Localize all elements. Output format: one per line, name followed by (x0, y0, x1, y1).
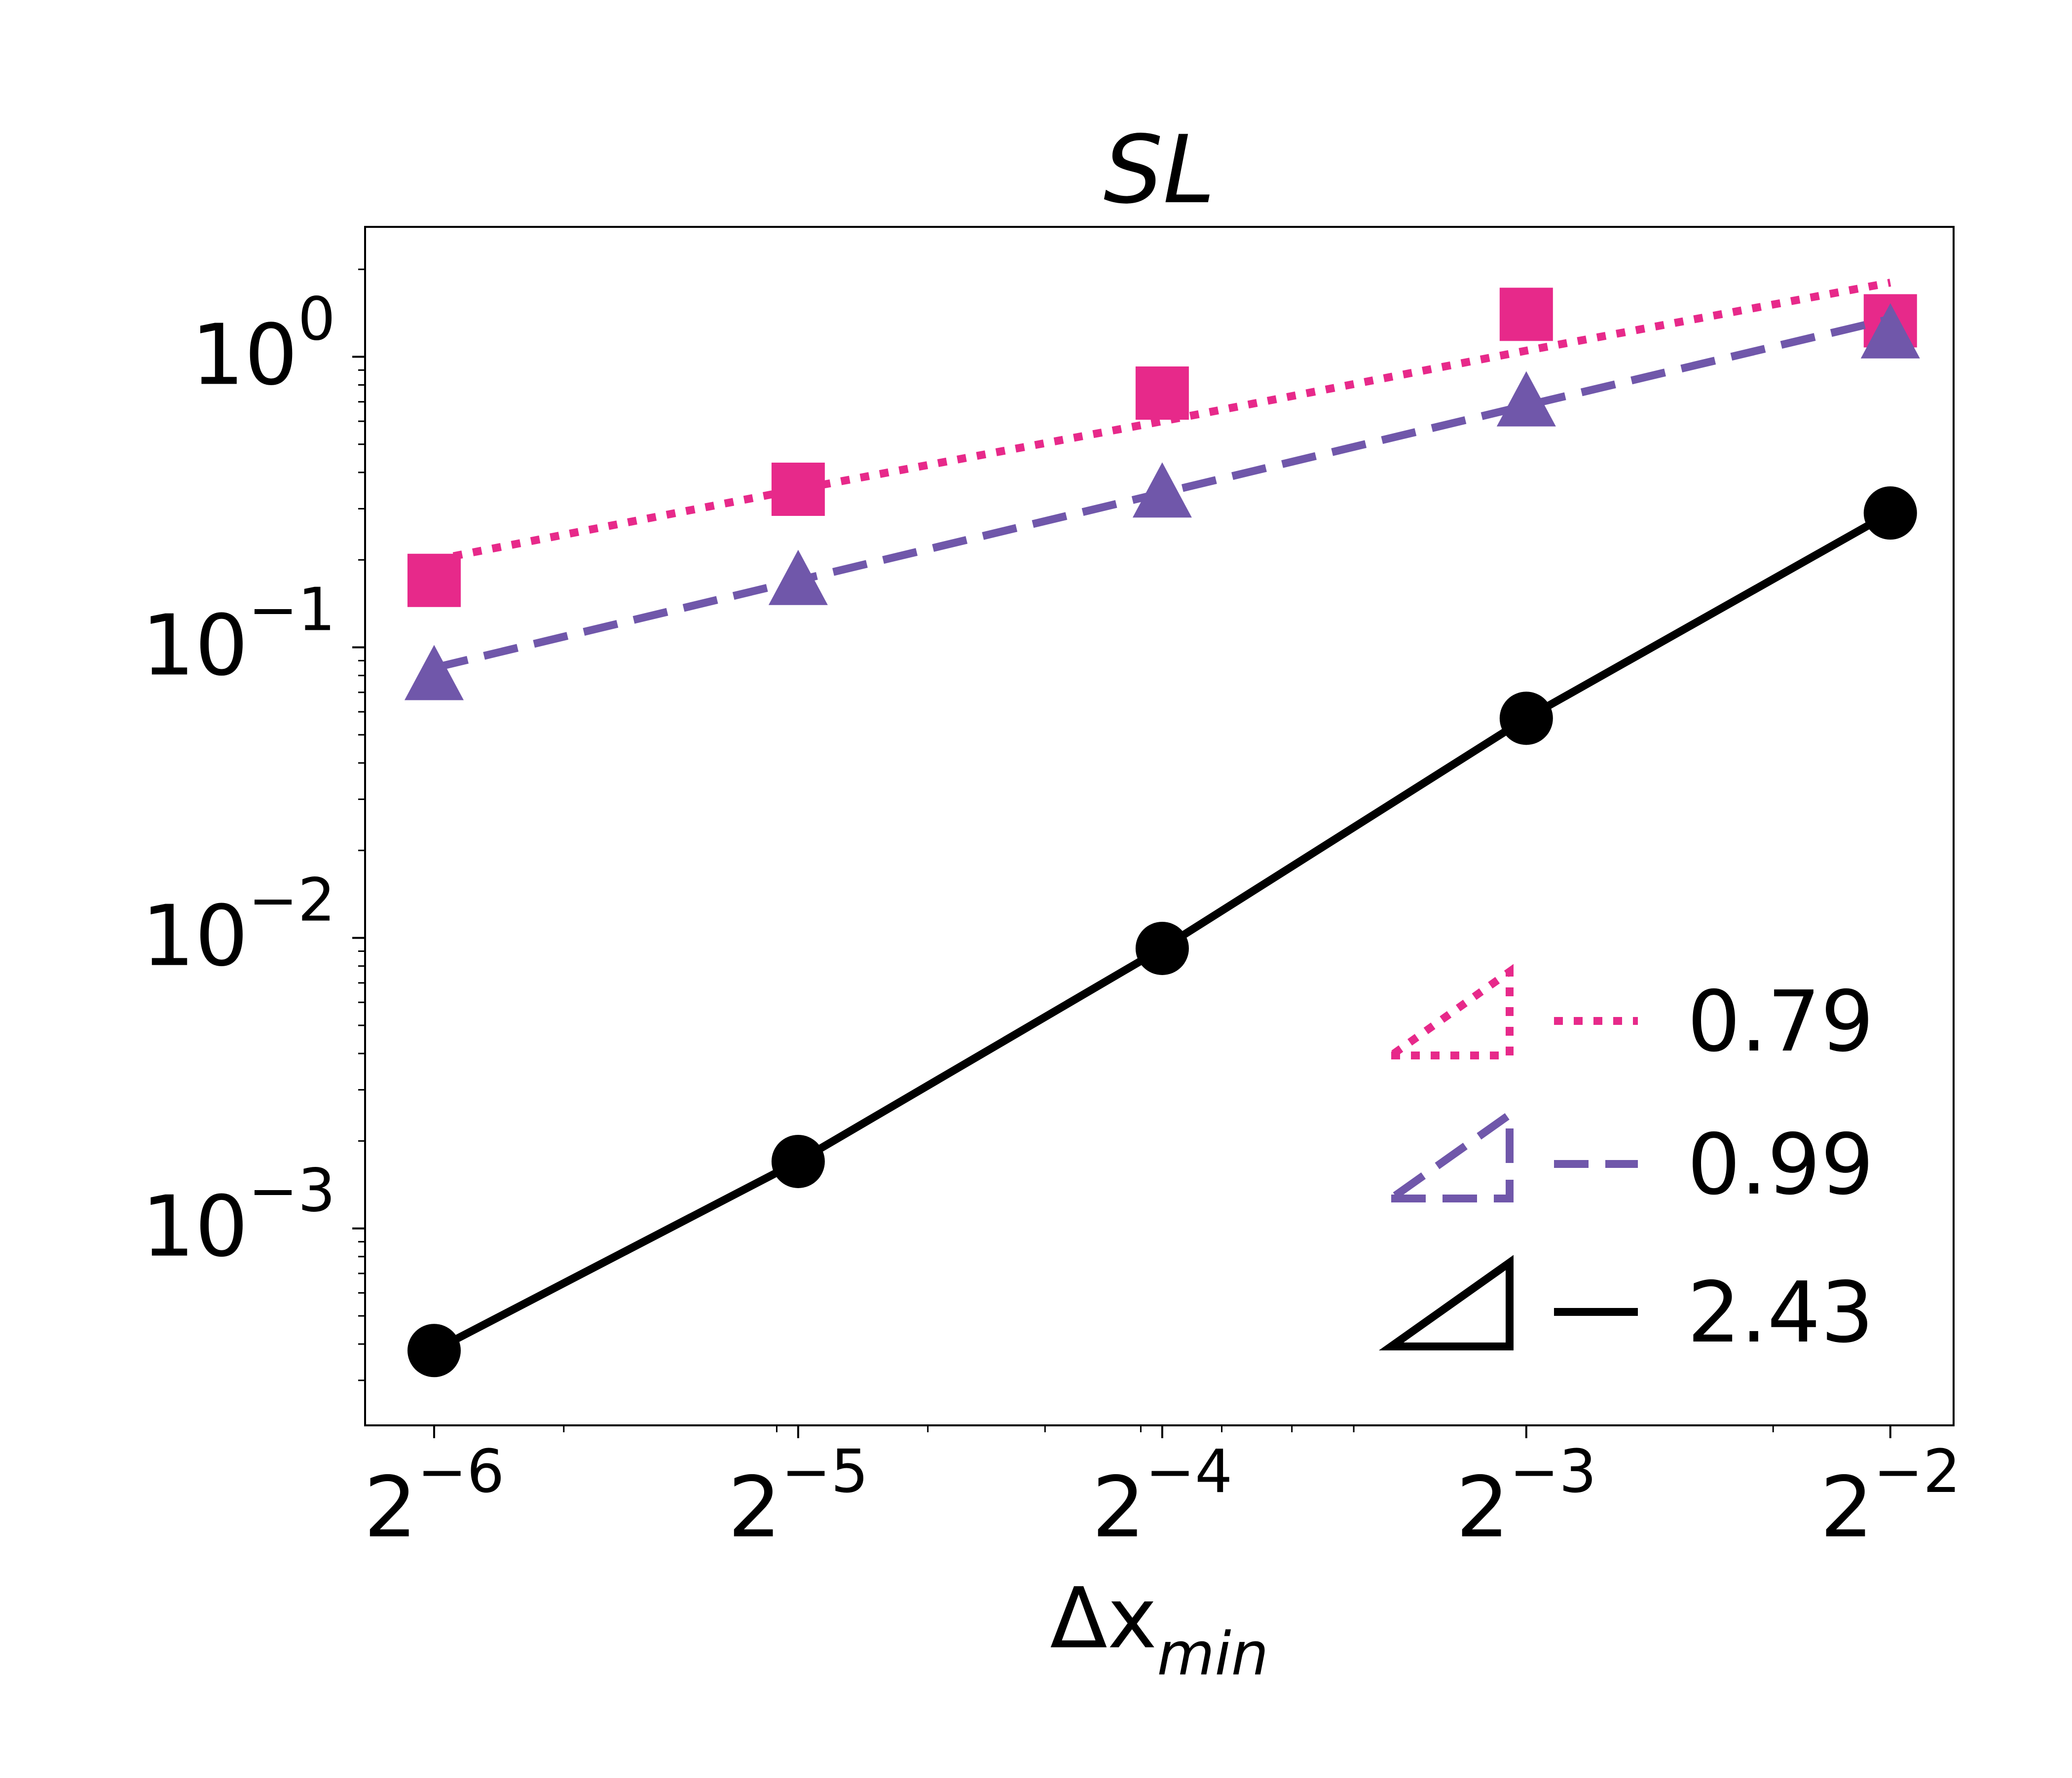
y-tick-label-exponent: −1 (248, 576, 335, 645)
data-point-circle (1499, 691, 1553, 745)
plot-frame (364, 226, 1955, 1426)
legend-slope-label: 0.99 (1687, 1116, 1874, 1214)
data-point-square (407, 553, 461, 607)
data-point-circle (771, 1134, 825, 1188)
y-tick-label: 10−3 (142, 1157, 335, 1276)
data-point-triangle (1132, 462, 1192, 518)
x-tick-label-exponent: −5 (781, 1438, 869, 1506)
x-tick-label-base: 2 (1092, 1459, 1145, 1557)
data-point-triangle (768, 549, 828, 605)
x-tick-label: 2−4 (1092, 1438, 1232, 1557)
x-tick-label-exponent: −2 (1873, 1438, 1961, 1506)
legend-entry-triangles: 0.99 (1378, 1107, 1874, 1214)
data-point-square (771, 463, 825, 516)
y-tick-label-base: 10 (191, 306, 297, 404)
x-tick-label-base: 2 (1456, 1459, 1509, 1557)
x-axis-label: Δxmin (1050, 1570, 1268, 1689)
y-tick-label: 100 (191, 285, 335, 404)
series-squares (407, 279, 1917, 607)
x-tick-label: 2−6 (364, 1438, 504, 1557)
data-point-triangle (1496, 371, 1556, 427)
y-tick-label-exponent: 0 (298, 285, 335, 354)
legend-entry-circles: 2.43 (1378, 1255, 1874, 1362)
series-line-squares (433, 279, 1891, 564)
series-triangles (404, 303, 1920, 700)
data-point-circle (407, 1324, 461, 1378)
y-tick-label: 10−1 (142, 576, 335, 695)
series-circles (407, 486, 1917, 1378)
data-point-circle (1863, 486, 1917, 540)
y-tick-label-base: 10 (142, 888, 248, 985)
data-point-square (1499, 288, 1553, 341)
x-tick-label: 2−5 (728, 1438, 868, 1557)
chart-title: SL (1104, 115, 1215, 224)
x-tick-label-base: 2 (728, 1459, 781, 1557)
slope-triangle-triangles (1378, 1107, 1514, 1202)
legend-entry-squares: 0.79 (1378, 964, 1874, 1071)
slope-triangle-circles (1378, 1255, 1514, 1350)
slope-triangle-squares (1378, 964, 1514, 1059)
data-point-square (1135, 366, 1189, 420)
x-tick-label-base: 2 (1820, 1459, 1873, 1557)
x-tick-label: 2−3 (1456, 1438, 1596, 1557)
x-axis-label-subscript: min (1157, 1620, 1268, 1689)
legend: 0.79 0.99 2.43 (1378, 964, 1874, 1362)
y-tick-label: 10−2 (142, 867, 335, 985)
x-tick-label-exponent: −6 (417, 1438, 505, 1506)
data-point-triangle (1860, 303, 1920, 359)
legend-slope-label: 2.43 (1687, 1264, 1874, 1362)
x-tick-label-exponent: −3 (1509, 1438, 1596, 1506)
x-tick-label: 2−2 (1820, 1438, 1961, 1557)
series-layer (404, 279, 1920, 1378)
data-point-triangle (404, 645, 464, 700)
x-tick-label-exponent: −4 (1146, 1438, 1233, 1506)
x-tick-label-base: 2 (364, 1459, 417, 1557)
y-tick-label-exponent: −2 (248, 867, 335, 935)
legend-slope-label: 0.79 (1687, 973, 1874, 1071)
y-tick-label-base: 10 (142, 597, 248, 695)
x-axis-label-base: Δx (1050, 1570, 1157, 1668)
y-tick-label-exponent: −3 (248, 1157, 335, 1226)
data-point-circle (1135, 921, 1189, 975)
y-tick-label-base: 10 (142, 1178, 248, 1276)
